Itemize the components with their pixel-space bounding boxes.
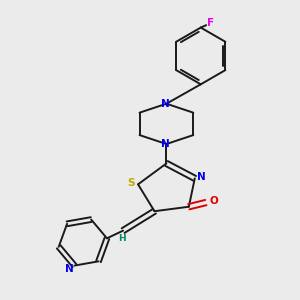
Text: N: N: [197, 172, 206, 182]
Text: N: N: [161, 99, 170, 109]
Text: H: H: [118, 235, 125, 244]
Text: N: N: [65, 264, 74, 274]
Text: N: N: [161, 139, 170, 149]
Text: F: F: [207, 18, 214, 28]
Text: S: S: [127, 178, 134, 188]
Text: O: O: [209, 196, 218, 206]
